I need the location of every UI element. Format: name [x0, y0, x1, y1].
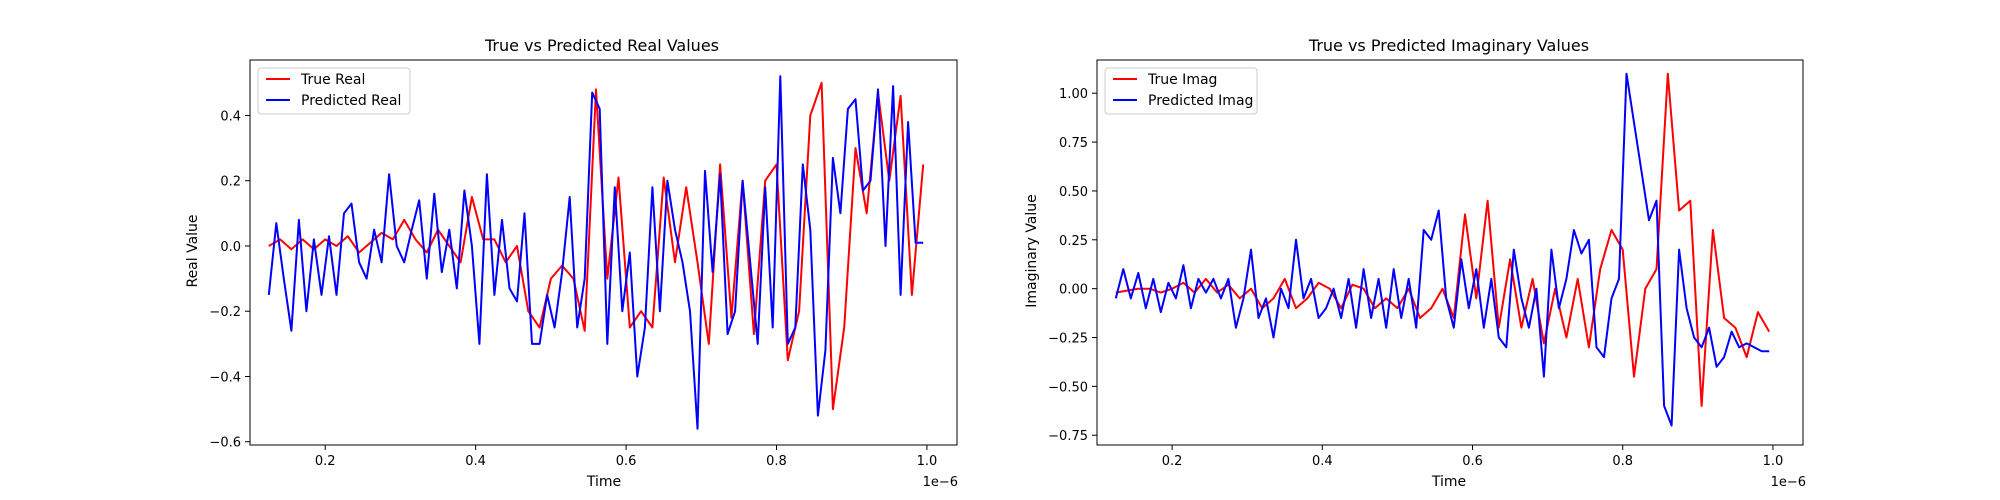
series-lines	[1114, 72, 1771, 427]
y-tick-label: 0.2	[220, 175, 241, 190]
x-axis-label: Time	[586, 474, 621, 490]
x-tick-label: 0.4	[1312, 454, 1333, 469]
y-tick-label: 1.00	[1059, 87, 1088, 102]
y-tick-label: 0.25	[1059, 234, 1088, 249]
x-offset-label: 1e−6	[1771, 475, 1806, 490]
series-line-predicted-imag	[1114, 72, 1770, 427]
legend-label-true-real: True Real	[300, 72, 365, 88]
y-tick-label: −0.75	[1048, 429, 1088, 444]
x-tick-label: 0.2	[1162, 454, 1183, 469]
x-tick-label: 1.0	[1763, 454, 1784, 469]
chart-title: True vs Predicted Imaginary Values	[1308, 36, 1589, 55]
legend-box	[1104, 67, 1258, 115]
legend-box	[257, 67, 411, 115]
y-tick-label: −0.50	[1048, 380, 1088, 395]
chart-real: True vs Predicted Real Values Real Value…	[185, 36, 958, 490]
plot-frame	[249, 59, 958, 446]
y-tick-label: −0.6	[209, 436, 241, 451]
x-tick-label: 0.8	[1612, 454, 1633, 469]
series-line-true-imag	[1115, 72, 1771, 407]
y-tick-label: 0.50	[1059, 185, 1088, 200]
y-tick-label: 0.00	[1059, 283, 1088, 298]
ticks: 0.2 0.4 0.6 0.8 1.0 −0.75 −0.50 −0.25 0.00 0.25 0.…	[1048, 87, 1783, 469]
x-tick-label: 1.0	[917, 454, 938, 469]
series-line-true-real	[268, 81, 925, 411]
y-tick-label: 0.0	[220, 240, 241, 255]
x-offset-label: 1e−6	[923, 475, 958, 490]
y-tick-label: −0.2	[209, 305, 241, 320]
x-tick-label: 0.6	[616, 454, 637, 469]
x-tick-label: 0.4	[465, 454, 486, 469]
x-axis-label: Time	[1431, 474, 1466, 490]
plot-frame	[1096, 59, 1804, 446]
x-tick-label: 0.2	[315, 454, 336, 469]
y-tick-label: −0.4	[209, 370, 241, 385]
legend-label-true-imag: True Imag	[1147, 72, 1217, 88]
chart-imag: True vs Predicted Imaginary Values Imagi…	[1024, 36, 1806, 490]
y-tick-label: 0.4	[220, 109, 241, 124]
y-tick-label: 0.75	[1059, 136, 1088, 151]
y-axis-label: Imaginary Value	[1024, 194, 1040, 308]
x-tick-label: 0.8	[766, 454, 787, 469]
legend: True Imag Predicted Imag	[1104, 67, 1258, 115]
x-tick-label: 0.6	[1462, 454, 1483, 469]
ticks: 0.2 0.4 0.6 0.8 1.0 −0.6 −0.4 −0.2 0.0 0.2 0.4	[209, 109, 937, 469]
series-lines	[267, 75, 925, 430]
y-tick-label: −0.25	[1048, 332, 1088, 347]
series-line-predicted-real	[267, 75, 924, 430]
y-axis-label: Real Value	[185, 214, 201, 287]
legend-label-predicted-imag: Predicted Imag	[1148, 93, 1253, 109]
legend: True Real Predicted Real	[257, 67, 411, 115]
chart-title: True vs Predicted Real Values	[484, 36, 719, 55]
legend-label-predicted-real: Predicted Real	[301, 93, 401, 109]
